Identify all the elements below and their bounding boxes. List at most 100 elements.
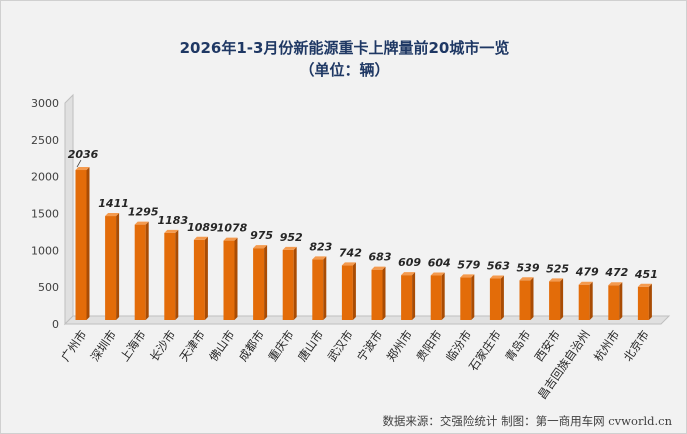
bar-side (234, 237, 238, 320)
bar (549, 281, 561, 320)
x-tick-label: 杭州市 (591, 328, 622, 364)
bar (223, 240, 235, 320)
bar (193, 239, 205, 320)
y-tick-label: 500 (38, 281, 59, 294)
bar (253, 248, 265, 320)
data-label: 1183 (157, 214, 188, 227)
bar-side (412, 272, 416, 320)
data-label: 539 (517, 261, 540, 274)
bar-side (648, 283, 652, 320)
bar-side (589, 281, 593, 320)
bar (608, 285, 620, 320)
bar-top (164, 229, 179, 233)
bar-top (549, 278, 564, 282)
chart-title: 2026年1-3月份新能源重卡上牌量前20城市一览 (179, 39, 510, 57)
x-tick-label: 重庆市 (265, 328, 296, 364)
bar (637, 286, 649, 320)
x-tick-label: 深圳市 (88, 328, 119, 364)
x-tick-label: 郑州市 (384, 328, 415, 364)
bar-side (204, 236, 208, 320)
bar (164, 232, 176, 320)
data-label: 609 (398, 256, 421, 269)
chart-subtitle: （单位：辆） (299, 61, 390, 79)
y-tick-label: 1000 (31, 244, 59, 257)
bar-side (86, 167, 90, 320)
x-tick-label: 天津市 (177, 328, 208, 364)
bar (489, 278, 501, 320)
x-tick-label: 贵阳市 (413, 328, 444, 364)
data-label: 823 (309, 240, 332, 253)
bar-top (341, 262, 356, 266)
bar (312, 259, 324, 320)
bar-side (352, 262, 356, 320)
bar-top (223, 237, 238, 241)
x-tick-label: 宁波市 (354, 328, 385, 364)
x-tick-label: 广州市 (58, 328, 89, 364)
x-tick-label: 上海市 (117, 328, 148, 364)
x-tick-label: 佛山市 (206, 328, 237, 364)
data-label: 1295 (128, 206, 159, 219)
data-label: 451 (634, 268, 658, 281)
bar (460, 277, 472, 320)
bar-top (371, 266, 386, 270)
bar (430, 275, 442, 320)
bar (75, 170, 87, 320)
bar-top (608, 282, 623, 286)
data-label: 563 (487, 260, 510, 273)
bar-side (175, 229, 179, 320)
bar-top (312, 256, 327, 260)
bar (134, 224, 146, 320)
x-tick-label: 临汾市 (443, 328, 474, 364)
data-label: 1089 (187, 221, 218, 234)
bar-top (282, 246, 297, 250)
bar (519, 280, 531, 320)
data-label: 952 (280, 231, 303, 244)
x-tick-label: 唐山市 (295, 328, 326, 364)
bar-side (264, 245, 268, 320)
y-tick-label: 3000 (31, 97, 59, 110)
bar-top (75, 167, 90, 171)
bar-side (145, 221, 149, 320)
y-tick-label: 0 (52, 318, 59, 331)
data-label: 975 (250, 229, 273, 242)
bar (578, 284, 590, 320)
x-tick-label: 西安市 (532, 328, 563, 364)
bar-side (441, 272, 445, 320)
data-label: 479 (575, 266, 599, 279)
data-label: 472 (604, 266, 628, 279)
data-label: 742 (339, 246, 362, 259)
bar-side (500, 275, 504, 320)
data-label: 1078 (217, 222, 248, 235)
bar-top (519, 277, 534, 281)
floor (63, 315, 671, 325)
data-label: 683 (369, 251, 392, 264)
x-tick-label: 长沙市 (147, 328, 178, 364)
x-tick-label: 青岛市 (502, 328, 533, 364)
bar-top (578, 281, 593, 285)
bar (105, 216, 117, 320)
bar (282, 249, 294, 320)
bar-top (105, 213, 120, 217)
bar (371, 269, 383, 320)
bar-side (323, 256, 327, 320)
x-tick-label: 武汉市 (325, 328, 356, 364)
data-label: 2036 (68, 148, 99, 161)
data-label-leader (76, 159, 82, 168)
data-label: 604 (428, 257, 451, 270)
x-tick-label: 成都市 (236, 328, 267, 364)
chart-footer: 数据来源：交强险统计 制图：第一商用车网 cvworld.cn (382, 414, 672, 428)
bar-side (382, 266, 386, 320)
data-label: 1411 (98, 197, 129, 210)
bar (341, 265, 353, 320)
left-wall (64, 93, 74, 326)
bar-top (193, 236, 208, 240)
data-label: 525 (546, 262, 569, 275)
y-tick-label: 2000 (31, 171, 59, 184)
bar-top (460, 274, 475, 278)
bar-side (116, 213, 120, 320)
bar-top (253, 245, 268, 249)
bar-side (560, 278, 564, 320)
x-tick-label: 北京市 (621, 328, 652, 364)
bar-side (293, 246, 297, 320)
